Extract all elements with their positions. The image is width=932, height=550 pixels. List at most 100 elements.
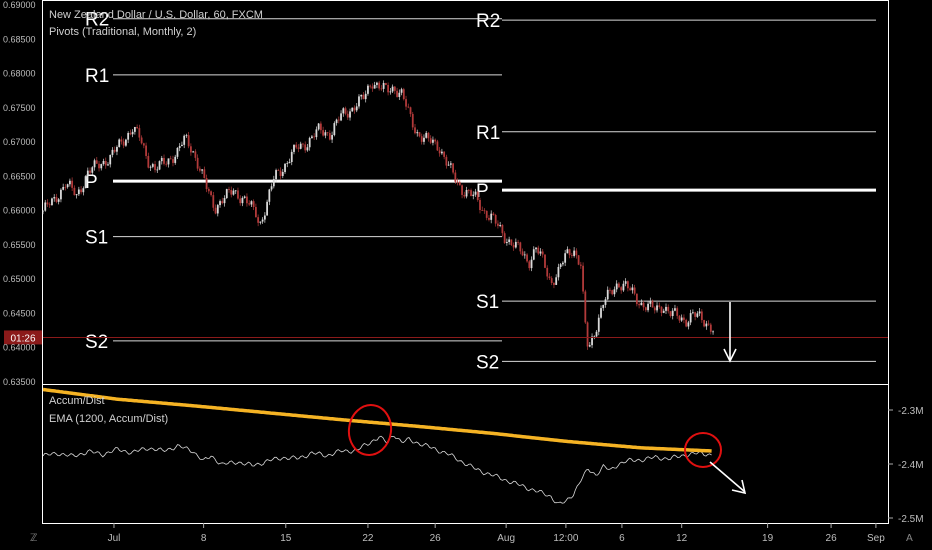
pivot-label-r2: R2 <box>476 11 500 32</box>
candle <box>620 286 623 294</box>
candle <box>158 160 161 171</box>
candle <box>420 133 423 145</box>
candle <box>550 276 553 286</box>
candle <box>259 221 262 225</box>
candle <box>362 92 365 100</box>
candle <box>116 145 118 156</box>
candle <box>638 301 641 309</box>
candle <box>174 154 177 165</box>
candle <box>160 155 163 165</box>
candle <box>353 105 356 114</box>
candle <box>326 132 329 136</box>
candle <box>501 224 504 237</box>
candle <box>577 254 580 266</box>
candle <box>57 198 60 205</box>
candle <box>172 155 174 167</box>
candle <box>559 263 562 270</box>
candle <box>604 296 607 308</box>
candle <box>122 138 125 149</box>
candle <box>198 166 201 173</box>
candle <box>523 251 526 259</box>
down-arrow-head <box>723 348 737 363</box>
candle <box>149 165 152 172</box>
y-tick-label: 0.64500 <box>3 308 36 318</box>
candle <box>528 260 531 271</box>
candle <box>463 191 466 199</box>
candle <box>452 163 455 175</box>
candle <box>499 221 502 228</box>
candle <box>490 210 493 224</box>
candle <box>109 154 112 168</box>
timezone-icon[interactable]: ℤ <box>30 533 38 544</box>
price-candles[interactable] <box>42 80 714 350</box>
auto-scale-icon[interactable]: A <box>906 533 913 544</box>
candle <box>689 309 692 326</box>
candle <box>237 187 239 200</box>
candle <box>297 144 300 153</box>
candle <box>248 200 251 206</box>
chart-frame <box>42 0 889 524</box>
candle <box>118 138 121 148</box>
candle <box>266 199 268 216</box>
candle <box>68 178 71 187</box>
diagonal-arrow-head <box>731 479 747 495</box>
candle <box>629 286 632 291</box>
candle <box>396 87 398 98</box>
candle <box>337 116 340 124</box>
candle <box>472 191 475 200</box>
candle <box>407 103 410 109</box>
candle <box>409 106 412 117</box>
candle <box>98 160 100 172</box>
candle <box>445 154 448 169</box>
candle <box>241 196 244 207</box>
candle <box>272 175 275 189</box>
candle <box>402 87 405 101</box>
candle <box>261 217 264 224</box>
candle <box>389 88 392 95</box>
candle <box>302 142 304 148</box>
ad-tick-label: -2.4M <box>898 460 924 471</box>
candle <box>111 147 114 158</box>
candle <box>611 289 614 296</box>
candle <box>411 111 414 131</box>
candle <box>564 249 567 267</box>
candle <box>234 190 237 195</box>
candle <box>514 238 517 249</box>
candle <box>519 241 522 255</box>
candle <box>223 195 226 207</box>
candle <box>335 118 338 126</box>
candle <box>102 158 105 166</box>
candle <box>658 302 661 309</box>
candle <box>219 199 221 208</box>
candle <box>84 175 87 189</box>
candle <box>268 188 271 206</box>
candle <box>142 142 145 149</box>
candle <box>508 236 511 245</box>
candle <box>488 215 490 222</box>
candle <box>694 311 697 321</box>
candle <box>364 90 367 103</box>
pivot-label-p: P <box>476 181 489 202</box>
candle <box>113 146 116 154</box>
candle <box>346 110 349 120</box>
candle <box>133 126 136 135</box>
candle <box>705 320 708 330</box>
pivot-label-s2: S2 <box>476 352 499 373</box>
candle <box>250 200 253 207</box>
accum-dist-pane[interactable] <box>42 387 712 504</box>
candle <box>535 247 537 253</box>
candle <box>685 318 688 328</box>
candle <box>156 166 159 173</box>
candle <box>503 231 506 244</box>
candle <box>553 282 555 289</box>
candle <box>683 314 685 324</box>
candle <box>384 82 387 86</box>
candle <box>492 212 495 216</box>
candle <box>449 160 452 169</box>
x-tick-label: 26 <box>430 533 442 544</box>
candle <box>443 151 446 160</box>
candle <box>627 280 629 292</box>
candle <box>591 333 593 349</box>
pivot-label-s1: S1 <box>85 228 108 249</box>
candle <box>530 256 533 272</box>
